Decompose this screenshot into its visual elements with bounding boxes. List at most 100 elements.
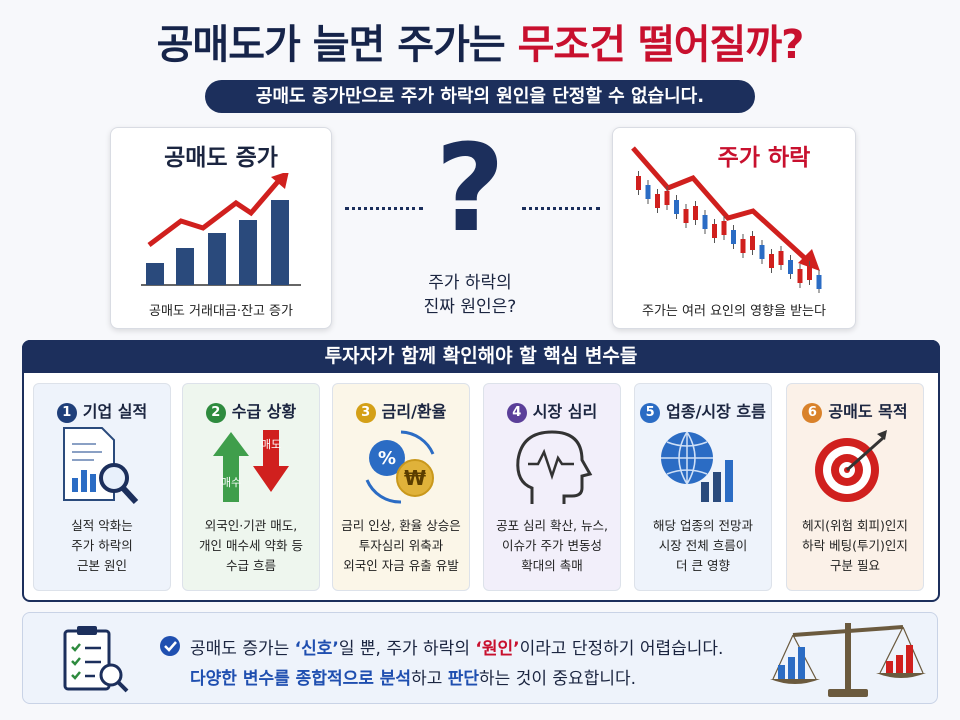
card-description: 공포 심리 확산, 뉴스, 이슈가 주가 변동성 확대의 촉매	[484, 516, 620, 576]
icon-rect	[208, 233, 226, 285]
icon-rect	[713, 472, 721, 502]
question-mark: ?	[435, 120, 505, 259]
card-title-text: 시장 심리	[532, 402, 598, 421]
center-line: 주가 하락의	[428, 273, 512, 293]
icon-rect	[750, 236, 755, 250]
icon-path	[253, 430, 289, 492]
card-description: 실적 악화는 주가 하락의 근본 원인	[34, 516, 170, 576]
variable-card: 6 공매도 목적 헤지(위험 회피)인지 하락 베팅(투기)인지 구분 필요	[786, 383, 924, 591]
card-title: 5 업종/시장 흐름	[635, 398, 771, 423]
right-card: 주가 하락 주가는 여러 요인의 영향을 받는다	[612, 127, 856, 329]
conclusion-line: 다양한 변수를 종합적으로 분석하고 판단하는 것이 중요합니다.	[190, 664, 636, 689]
icon-rect	[645, 185, 651, 199]
icon-rect	[693, 206, 698, 220]
description-line: 하락 베팅(투기)인지	[802, 538, 908, 553]
description-line: 외국인·기관 매도,	[204, 518, 298, 533]
icon-rect	[759, 245, 765, 259]
icon-polygon	[271, 173, 289, 189]
icon-circle	[396, 459, 434, 497]
description-line: 해당 업종의 전망과	[653, 518, 753, 533]
icon-rect	[906, 645, 913, 673]
icon-label: 매도	[261, 438, 281, 451]
card-number: 2	[205, 403, 226, 423]
icon-rect	[239, 220, 257, 285]
card-title: 4 시장 심리	[484, 398, 620, 423]
card-title-text: 금리/환율	[381, 402, 447, 421]
description-line: 더 큰 영향	[676, 558, 730, 573]
emphasis: 다양한 변수를 종합적으로 분석	[190, 669, 412, 689]
card-title-text: 기업 실적	[82, 402, 148, 421]
icon-path	[85, 646, 101, 678]
icon-rect	[721, 221, 727, 235]
icon-rect	[72, 478, 78, 492]
icon-path	[661, 431, 713, 485]
description-line: 실적 악화는	[71, 518, 133, 533]
card-description: 외국인·기관 매도, 개인 매수세 약화 등 수급 흐름	[183, 516, 319, 576]
description-line: 외국인 자금 유출 유발	[343, 558, 459, 573]
icon-rect	[636, 176, 641, 190]
icon-rect	[90, 474, 96, 492]
icon-rect	[702, 215, 708, 229]
description-line: 주가 하락의	[71, 538, 133, 553]
icon-polyline	[528, 448, 574, 480]
icon-rect	[845, 623, 851, 691]
description-line: 시장 전체 흐름이	[658, 538, 748, 553]
icon-rect	[701, 482, 709, 502]
rate-fx-icon: %₩	[365, 430, 435, 504]
icon-rect	[788, 260, 793, 274]
dotted-connector	[345, 207, 423, 210]
text: 일 뿐, 주가 하락의	[338, 639, 476, 659]
icon-rect	[655, 194, 660, 208]
conclusion-box	[22, 612, 938, 704]
left-card: 공매도 증가 공매도 거래대금·잔고 증가	[110, 127, 332, 329]
description-line: 개인 매수세 약화 등	[199, 538, 303, 553]
description-line: 헤지(위험 회피)인지	[802, 518, 908, 533]
subtitle: 공매도 증가만으로 주가 하락의 원인을 단정할 수 없습니다.	[205, 80, 755, 113]
icon-rect	[674, 200, 679, 214]
icon-rect	[807, 266, 812, 280]
description-line: 금리 인상, 환율 상승은	[341, 518, 461, 533]
rise-chart-icon	[141, 173, 301, 286]
icon-line	[846, 436, 884, 472]
description-line: 확대의 촉매	[521, 558, 583, 573]
card-number: 4	[506, 403, 527, 423]
icon-path	[877, 430, 887, 440]
variable-card: 2 수급 상황 매수 매도 외국인·기관 매도, 개인 매수세 약화 등 수급 흐름	[182, 383, 320, 591]
title-highlight: 무조건 떨어질까?	[517, 22, 805, 68]
icon-circle	[369, 440, 405, 476]
icon-rect	[816, 275, 822, 289]
fall-chart-icon	[631, 146, 822, 293]
check-icon	[160, 636, 180, 656]
emphasis: 판단	[447, 669, 480, 689]
icon-rect	[731, 230, 736, 244]
card-title-text: 공매도 목적	[828, 402, 908, 421]
card-number: 5	[640, 403, 661, 423]
icon-circle	[160, 636, 180, 656]
icon-rect	[77, 626, 97, 635]
supply-icon: 매수 매도	[213, 430, 289, 502]
icon-path	[516, 430, 593, 504]
variables-heading: 투자자가 함께 확인해야 할 핵심 변수들	[22, 340, 940, 373]
icon-rect	[146, 263, 164, 285]
card-title-text: 업종/시장 흐름	[666, 402, 766, 421]
icon-rect	[725, 460, 733, 502]
right-heading: 주가 하락	[717, 145, 811, 171]
text: 공매도 증가는	[190, 639, 295, 659]
icon-rect	[778, 251, 784, 265]
card-title-text: 수급 상황	[231, 402, 297, 421]
card-title: 6 공매도 목적	[787, 398, 923, 423]
icon-label: ₩	[404, 466, 426, 490]
center-line: 진짜 원인은?	[423, 297, 517, 317]
card-title: 2 수급 상황	[183, 398, 319, 423]
icon-rect	[788, 657, 795, 679]
icon-polyline	[147, 176, 283, 247]
card-description: 헤지(위험 회피)인지 하락 베팅(투기)인지 구분 필요	[787, 516, 923, 576]
icon-rect	[683, 209, 689, 223]
icon-rect	[740, 239, 746, 253]
icon-rect	[828, 689, 868, 697]
icon-rect	[664, 191, 670, 205]
text: 하고	[411, 669, 448, 689]
icon-rect	[896, 655, 903, 673]
